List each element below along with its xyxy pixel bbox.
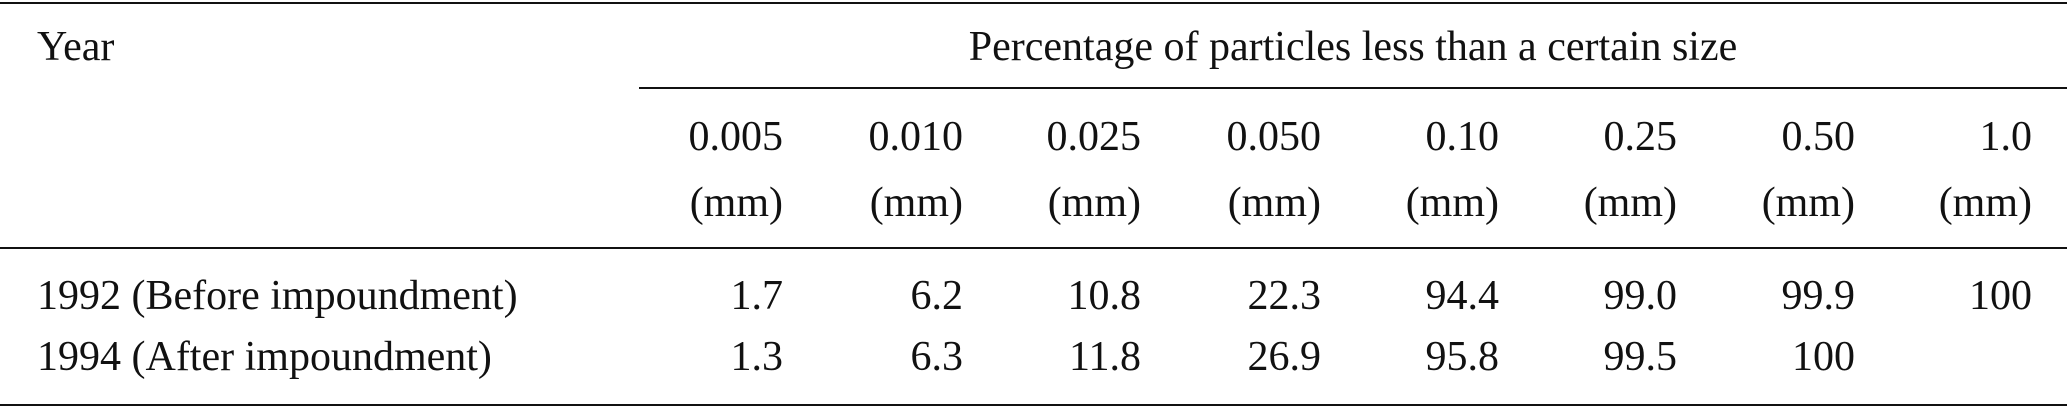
cell: 10.8 — [1067, 273, 1142, 319]
cell: 99.0 — [1603, 273, 1678, 319]
cell: 99.9 — [1781, 273, 1856, 319]
row-label: 1994 (After impoundment) — [37, 334, 492, 380]
year-header: Year — [37, 24, 115, 70]
column-size: 0.005 — [688, 114, 784, 160]
span-title: Percentage of particles less than a cert… — [968, 24, 1738, 70]
cell: 1.3 — [730, 334, 784, 380]
column-unit: (mm) — [689, 180, 783, 226]
column-unit: (mm) — [1047, 180, 1141, 226]
column-unit: (mm) — [869, 180, 963, 226]
column-size: 0.025 — [1046, 114, 1142, 160]
cell: 26.9 — [1247, 334, 1322, 380]
header-rule — [0, 247, 2067, 249]
column-unit: (mm) — [1761, 180, 1855, 226]
cell: 22.3 — [1247, 273, 1322, 319]
top-rule — [0, 2, 2067, 4]
column-size: 0.010 — [868, 114, 964, 160]
cell: 95.8 — [1425, 334, 1500, 380]
cell: 6.2 — [910, 273, 964, 319]
column-unit: (mm) — [1405, 180, 1499, 226]
cell: 100 — [1792, 334, 1855, 380]
cell: 94.4 — [1425, 273, 1500, 319]
cell: 99.5 — [1603, 334, 1678, 380]
column-size: 0.050 — [1226, 114, 1322, 160]
column-unit: (mm) — [1938, 180, 2032, 226]
cell: 100 — [1969, 273, 2032, 319]
column-unit: (mm) — [1583, 180, 1677, 226]
column-size: 0.25 — [1603, 114, 1678, 160]
row-label: 1992 (Before impoundment) — [37, 273, 518, 319]
column-size: 1.0 — [1979, 114, 2033, 160]
span-rule — [639, 87, 2067, 89]
cell: 1.7 — [730, 273, 784, 319]
cell: 6.3 — [910, 334, 964, 380]
column-unit: (mm) — [1227, 180, 1321, 226]
column-size: 0.10 — [1425, 114, 1500, 160]
column-size: 0.50 — [1781, 114, 1856, 160]
bottom-rule — [0, 404, 2067, 406]
cell: 11.8 — [1069, 334, 1141, 380]
